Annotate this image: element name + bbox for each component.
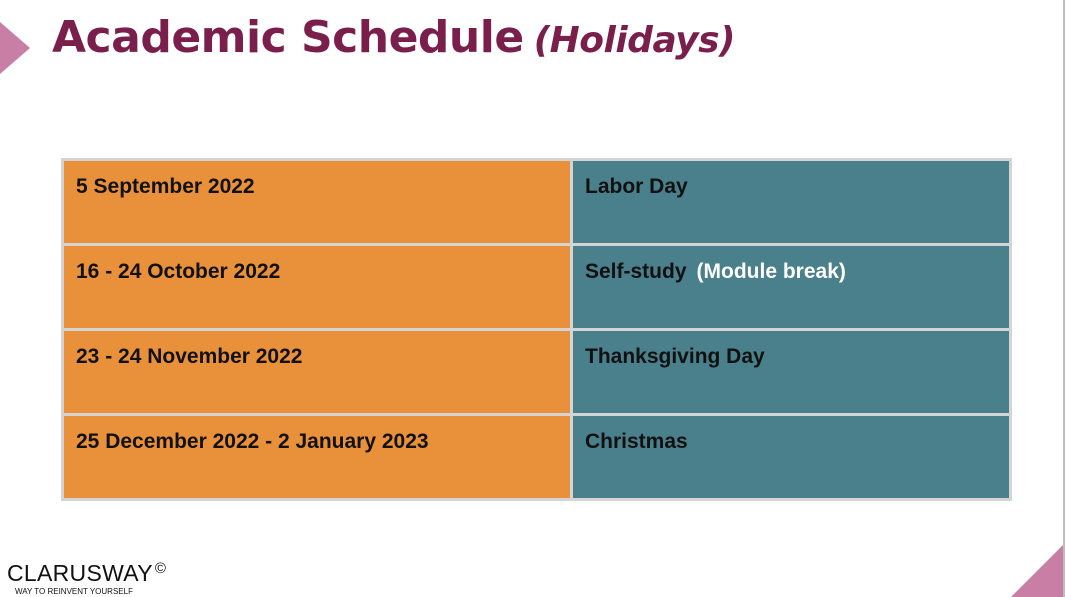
date-cell: 16 - 24 October 2022 <box>61 243 573 331</box>
event-cell: Labor Day <box>570 158 1012 246</box>
slide-title: Academic Schedule (Holidays) <box>52 12 735 63</box>
event-cell: Thanksgiving Day <box>570 328 1012 416</box>
event-label: Thanksgiving Day <box>585 345 765 368</box>
table-row: 16 - 24 October 2022 Self-study (Module b… <box>61 243 1012 331</box>
date-cell: 5 September 2022 <box>61 158 573 246</box>
slide-right-border <box>1063 0 1065 597</box>
event-label: Christmas <box>585 430 688 453</box>
table-row: 5 September 2022 Labor Day <box>61 158 1012 246</box>
corner-triangle-shape <box>1011 545 1063 597</box>
title-sub: (Holidays) <box>533 20 736 61</box>
brand-name: CLARUSWAY <box>7 560 153 586</box>
copyright-icon: © <box>154 560 167 577</box>
title-main: Academic Schedule <box>52 12 524 63</box>
date-cell: 23 - 24 November 2022 <box>61 328 573 416</box>
table-row: 25 December 2022 - 2 January 2023 Christ… <box>61 413 1012 501</box>
brand-logo: CLARUSWAY © <box>7 560 166 587</box>
event-cell: Self-study (Module break) <box>570 243 1012 331</box>
table-row: 23 - 24 November 2022 Thanksgiving Day <box>61 328 1012 416</box>
event-extra-note: (Module break) <box>696 260 846 283</box>
event-label: Labor Day <box>585 175 688 198</box>
date-cell: 25 December 2022 - 2 January 2023 <box>61 413 573 501</box>
left-arrow-shape <box>0 22 30 74</box>
event-label: Self-study <box>585 260 687 283</box>
holiday-table: 5 September 2022 Labor Day 16 - 24 Octob… <box>61 158 1012 501</box>
brand-tagline: WAY TO REINVENT YOURSELF <box>15 587 133 596</box>
event-cell: Christmas <box>570 413 1012 501</box>
